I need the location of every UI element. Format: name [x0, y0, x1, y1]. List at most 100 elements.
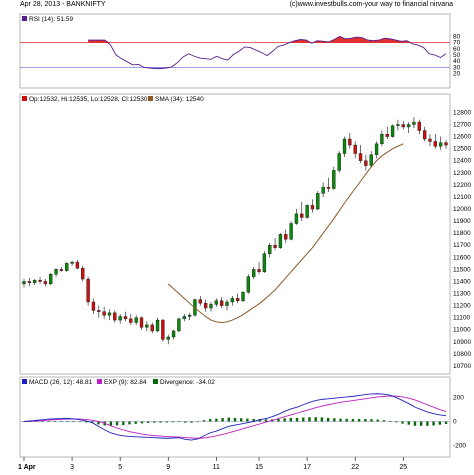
candle-body: [150, 324, 154, 332]
rsi-y-tick-label: 80: [453, 33, 461, 40]
divergence-bar: [264, 419, 268, 422]
candle-body: [70, 261, 74, 264]
candle-body: [219, 300, 224, 306]
divergence-bar: [277, 418, 280, 422]
candle-body: [75, 261, 80, 269]
candle-body: [198, 299, 202, 304]
price-y-tick-label: 11600: [453, 254, 471, 261]
divergence-bar: [35, 421, 38, 422]
candle-body: [300, 213, 304, 218]
rsi-y-tick-label: 70: [453, 40, 461, 47]
candle-body: [342, 138, 347, 154]
divergence-legend: Divergence: -34.02: [160, 379, 215, 386]
candle-body: [390, 125, 395, 137]
rsi-overbought-fill: [88, 36, 447, 43]
candle-body: [97, 310, 101, 312]
divergence-bar: [47, 420, 51, 422]
candle-body: [364, 160, 368, 166]
divergence-bar: [134, 421, 137, 424]
candle-body: [284, 234, 288, 240]
divergence-bar: [351, 418, 355, 422]
divergence-bar: [364, 418, 367, 422]
price-y-tick-label: 10900: [453, 339, 471, 346]
candle-body: [273, 245, 277, 248]
divergence-bar: [252, 418, 255, 422]
divergence-bar: [444, 421, 448, 424]
divergence-bar: [128, 421, 131, 425]
candle-body: [187, 315, 192, 317]
x-tick-label: 11: [213, 464, 220, 471]
candle-body: [155, 319, 160, 332]
x-tick-label: 1 Apr: [18, 464, 36, 471]
candle-body: [177, 318, 181, 332]
candle-body: [316, 193, 320, 210]
candle-body: [438, 142, 443, 147]
divergence-bar: [395, 421, 398, 423]
candle-body: [182, 316, 186, 320]
divergence-bar: [140, 421, 144, 424]
chart-header-credit: (c)www.investbulls.com-your way to finan…: [289, 1, 453, 8]
candle-body: [43, 281, 48, 285]
candle-body: [374, 143, 379, 155]
divergence-bar: [233, 417, 237, 422]
rsi-legend-swatch: [22, 16, 27, 21]
divergence-bar: [240, 418, 243, 422]
candle-body: [22, 281, 26, 285]
price-y-tick-label: 11500: [453, 266, 471, 273]
divergence-bar: [202, 420, 206, 422]
divergence-bar: [333, 418, 336, 422]
price-y-tick-label: 12100: [453, 194, 471, 201]
divergence-bar: [115, 421, 119, 426]
rsi-y-tick-label: 60: [453, 46, 461, 53]
x-tick-label: 25: [399, 464, 407, 471]
divergence-legend-swatch: [153, 379, 158, 384]
divergence-bar: [53, 420, 57, 422]
candle-body: [310, 205, 315, 210]
x-tick-label: 17: [303, 464, 311, 471]
sma-legend: SMA (34): 12540: [155, 96, 204, 103]
divergence-bar: [388, 420, 392, 422]
divergence-bar: [171, 421, 175, 423]
ohlc-legend: Op:12532, Hi:12535, Lo:12528, Cl:12530: [29, 96, 148, 103]
divergence-bar: [41, 420, 44, 422]
candle-body: [268, 245, 272, 254]
candle-body: [171, 330, 176, 338]
candle-body: [412, 121, 416, 125]
candle-body: [139, 317, 144, 328]
candle-body: [113, 312, 117, 321]
candle-body: [54, 269, 58, 275]
x-tick-label: 5: [118, 464, 122, 471]
candle-body: [123, 316, 128, 320]
candle-body: [417, 121, 421, 131]
divergence-bar: [339, 418, 342, 422]
divergence-bar: [432, 421, 435, 426]
macd-line: [23, 393, 447, 441]
candle-body: [433, 141, 437, 147]
macd-legend: MACD (26, 12): 48.81: [29, 379, 93, 386]
candle-body: [262, 253, 267, 273]
divergence-bar: [208, 418, 212, 422]
price-y-tick-label: 11800: [453, 230, 471, 237]
candle-body: [348, 138, 352, 146]
divergence-bar: [190, 421, 193, 423]
candle-body: [406, 124, 411, 128]
candle-body: [118, 316, 122, 321]
divergence-bar: [153, 421, 156, 423]
rsi-panel: [19, 13, 451, 89]
rsi-y-tick-label: 50: [453, 52, 461, 59]
candle-body: [326, 187, 331, 189]
price-y-tick-label: 12600: [453, 134, 471, 141]
macd-y-tick-label: -200: [453, 442, 466, 449]
candle-body: [369, 154, 373, 166]
exp-legend: EXP (9): 82.84: [104, 379, 147, 386]
sma-legend-swatch: [148, 96, 153, 101]
candle-body: [145, 324, 149, 328]
macd-legend-swatch: [22, 379, 27, 384]
price-y-tick-label: 12700: [453, 122, 471, 129]
candle-body: [161, 319, 165, 340]
candle-body: [396, 124, 400, 126]
rsi-legend: RSI (14): 51.59: [29, 16, 73, 23]
price-y-tick-label: 11700: [453, 242, 471, 249]
divergence-bar: [196, 421, 199, 423]
price-y-tick-label: 12400: [453, 158, 471, 165]
